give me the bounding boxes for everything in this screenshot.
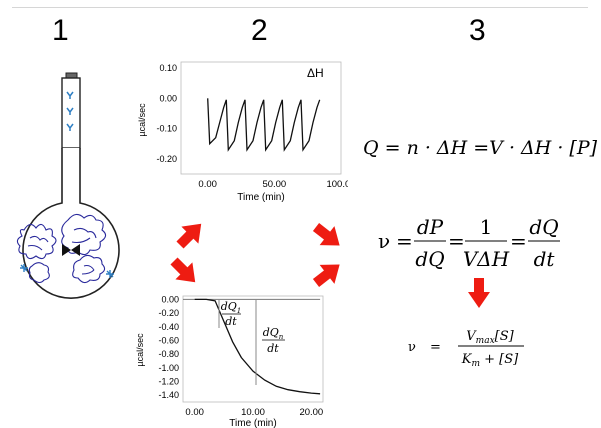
- top-title-delta-h: ΔH: [307, 66, 324, 80]
- cell-ligands-icon: [20, 264, 114, 278]
- svg-text:=: =: [510, 229, 527, 253]
- top-ylabel: µcal/sec: [137, 103, 147, 137]
- svg-text:dt: dt: [534, 247, 556, 271]
- bottom-ytick-label: -0.40: [158, 322, 179, 332]
- top-divider: [12, 7, 588, 8]
- svg-text:ν: ν: [408, 340, 416, 355]
- stirrer-icon: [62, 244, 80, 256]
- bottom-ylabel: µcal/sec: [135, 333, 145, 367]
- bottom-ytick-label: 0.00: [161, 294, 179, 304]
- thermogram-raw-chart: µcal/sec ΔH Time (min) 0.10 0.00 -0.10 -0.2…: [133, 57, 348, 205]
- rate-equation: ν = dP dQ = 1 VΔH = dQ dt: [378, 215, 560, 271]
- svg-text:1: 1: [480, 215, 493, 239]
- top-ytick-label: -0.10: [156, 124, 177, 134]
- bottom-cumulative-heat-line: [194, 298, 321, 395]
- arrow-from-bottom-chart-icon: [312, 264, 340, 287]
- top-xtick-label: 0.00: [198, 179, 217, 190]
- svg-text:dQ1: dQ1: [221, 300, 242, 315]
- top-ytick-label: 0.00: [159, 93, 177, 103]
- bottom-ytick-label: -0.20: [158, 308, 179, 318]
- bottom-xtick-label: 10.00: [241, 407, 265, 418]
- workflow-arrows: [170, 223, 340, 287]
- flask-outline: [22, 148, 120, 299]
- annotation-dq1-dt: dQ1 dt: [221, 300, 242, 328]
- arrow-from-top-chart-icon: [312, 223, 340, 246]
- top-ytick-label: -0.20: [156, 154, 177, 164]
- thermogram-cumulative-chart: µcal/sec Time (min) 0.00 -0.20 -0.40 -0.60 -…: [133, 290, 328, 428]
- syringe-cap: [65, 72, 78, 79]
- annotation-dqn-dt: dQn dt: [262, 326, 285, 355]
- bottom-xtick-label: 20.00: [299, 407, 323, 418]
- svg-text:=: =: [448, 229, 465, 253]
- svg-text:dP: dP: [417, 215, 444, 239]
- svg-text:VΔH: VΔH: [463, 247, 510, 271]
- michaelis-menten-equation: ν = Vmax[S] Km + [S]: [408, 329, 524, 369]
- bottom-plot-frame: [182, 295, 324, 403]
- step-label-2: 2: [251, 14, 268, 47]
- bottom-ytick-label: -1.00: [158, 363, 179, 373]
- step-label-1: 1: [52, 14, 69, 47]
- svg-text:ν: ν: [378, 229, 390, 253]
- top-xtick-label: 100.00: [326, 179, 348, 190]
- top-xlabel: Time (min): [237, 192, 284, 203]
- step-label-3: 3: [469, 14, 486, 47]
- svg-text:Km + [S]: Km + [S]: [461, 352, 519, 369]
- svg-text:dQ: dQ: [415, 247, 444, 271]
- protein-cluster-icon: [16, 213, 107, 284]
- top-thermogram-line: [207, 98, 321, 152]
- bottom-xlabel: Time (min): [229, 418, 276, 428]
- top-xtick-label: 50.00: [262, 179, 286, 190]
- bottom-ytick-label: -0.60: [158, 335, 179, 345]
- bottom-ytick-label: -1.20: [158, 376, 179, 386]
- svg-text:dQn: dQn: [263, 326, 284, 341]
- bottom-xtick-label: 0.00: [185, 407, 204, 418]
- svg-text:=: =: [396, 229, 413, 253]
- svg-text:dQ: dQ: [529, 215, 558, 239]
- svg-text:=: =: [430, 340, 441, 355]
- arrow-down-icon: [468, 278, 490, 308]
- arrow-to-bottom-chart-icon: [170, 257, 196, 283]
- bottom-ytick-label: -1.40: [158, 390, 179, 400]
- svg-text:dt: dt: [267, 342, 279, 355]
- syringe-barrel: [61, 77, 81, 149]
- calorimeter-illustration: [16, 72, 120, 299]
- svg-text:dt: dt: [225, 315, 237, 328]
- bottom-ytick-label: -0.80: [158, 349, 179, 359]
- top-plot-frame: [180, 61, 342, 175]
- heat-equation: Q = n · ΔH =V · ΔH · [P]: [363, 137, 598, 159]
- arrow-to-top-chart-icon: [176, 223, 202, 249]
- top-ytick-label: 0.10: [159, 63, 177, 73]
- syringe-ligands-icon: [66, 91, 74, 131]
- svg-text:Vmax[S]: Vmax[S]: [466, 329, 514, 346]
